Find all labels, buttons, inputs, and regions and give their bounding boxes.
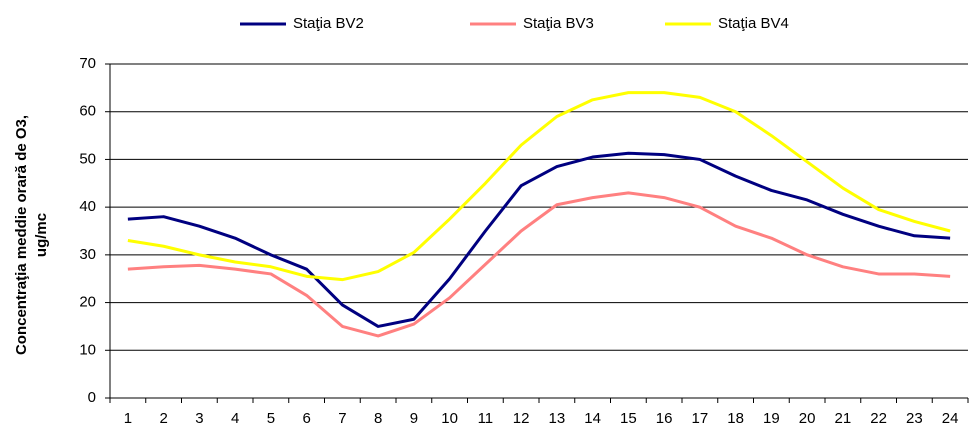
x-tick-label: 23 bbox=[906, 410, 923, 427]
x-tick-label: 15 bbox=[620, 410, 637, 427]
legend-label: Staţia BV3 bbox=[523, 15, 594, 32]
y-tick-label: 40 bbox=[79, 198, 96, 215]
legend-label: Staţia BV4 bbox=[718, 15, 789, 32]
x-tick-label: 9 bbox=[410, 410, 418, 427]
x-tick-label: 16 bbox=[656, 410, 673, 427]
y-axis-title: Concentraţia meddie orară de O3, ug/mc bbox=[13, 115, 50, 355]
series-line bbox=[127, 91, 951, 282]
y-axis-title-line: ug/mc bbox=[33, 213, 50, 257]
x-tick-label: 4 bbox=[231, 410, 239, 427]
x-tick-label: 21 bbox=[835, 410, 852, 427]
y-tick-label: 0 bbox=[88, 389, 96, 406]
x-tick-label: 13 bbox=[549, 410, 566, 427]
x-tick-label: 11 bbox=[478, 410, 494, 427]
x-tick-label: 1 bbox=[124, 410, 132, 427]
x-tick-label: 17 bbox=[692, 410, 709, 427]
x-tick-label: 6 bbox=[302, 410, 310, 427]
x-tick-label: 12 bbox=[513, 410, 530, 427]
x-tick-label: 10 bbox=[441, 410, 458, 427]
x-tick-label: 5 bbox=[267, 410, 275, 427]
x-tick-label: 2 bbox=[159, 410, 167, 427]
y-axis-title-line: Concentraţia meddie orară de O3, bbox=[13, 115, 30, 355]
series-line bbox=[127, 191, 951, 338]
x-tick-label: 14 bbox=[584, 410, 601, 427]
legend-label: Staţia BV2 bbox=[293, 15, 364, 32]
x-tick-label: 19 bbox=[763, 410, 780, 427]
y-tick-label: 50 bbox=[79, 150, 96, 167]
x-tick-label: 24 bbox=[942, 410, 959, 427]
y-tick-label: 10 bbox=[79, 341, 96, 358]
x-tick-label: 22 bbox=[870, 410, 887, 427]
y-tick-label: 20 bbox=[79, 294, 96, 311]
series-line bbox=[127, 151, 951, 328]
x-tick-label: 18 bbox=[727, 410, 744, 427]
x-tick-label: 8 bbox=[374, 410, 382, 427]
y-tick-label: 60 bbox=[79, 103, 96, 120]
y-tick-label: 70 bbox=[79, 55, 96, 72]
x-tick-label: 3 bbox=[195, 410, 203, 427]
x-tick-label: 7 bbox=[338, 410, 346, 427]
x-tick-label: 20 bbox=[799, 410, 816, 427]
y-tick-label: 30 bbox=[79, 246, 96, 263]
